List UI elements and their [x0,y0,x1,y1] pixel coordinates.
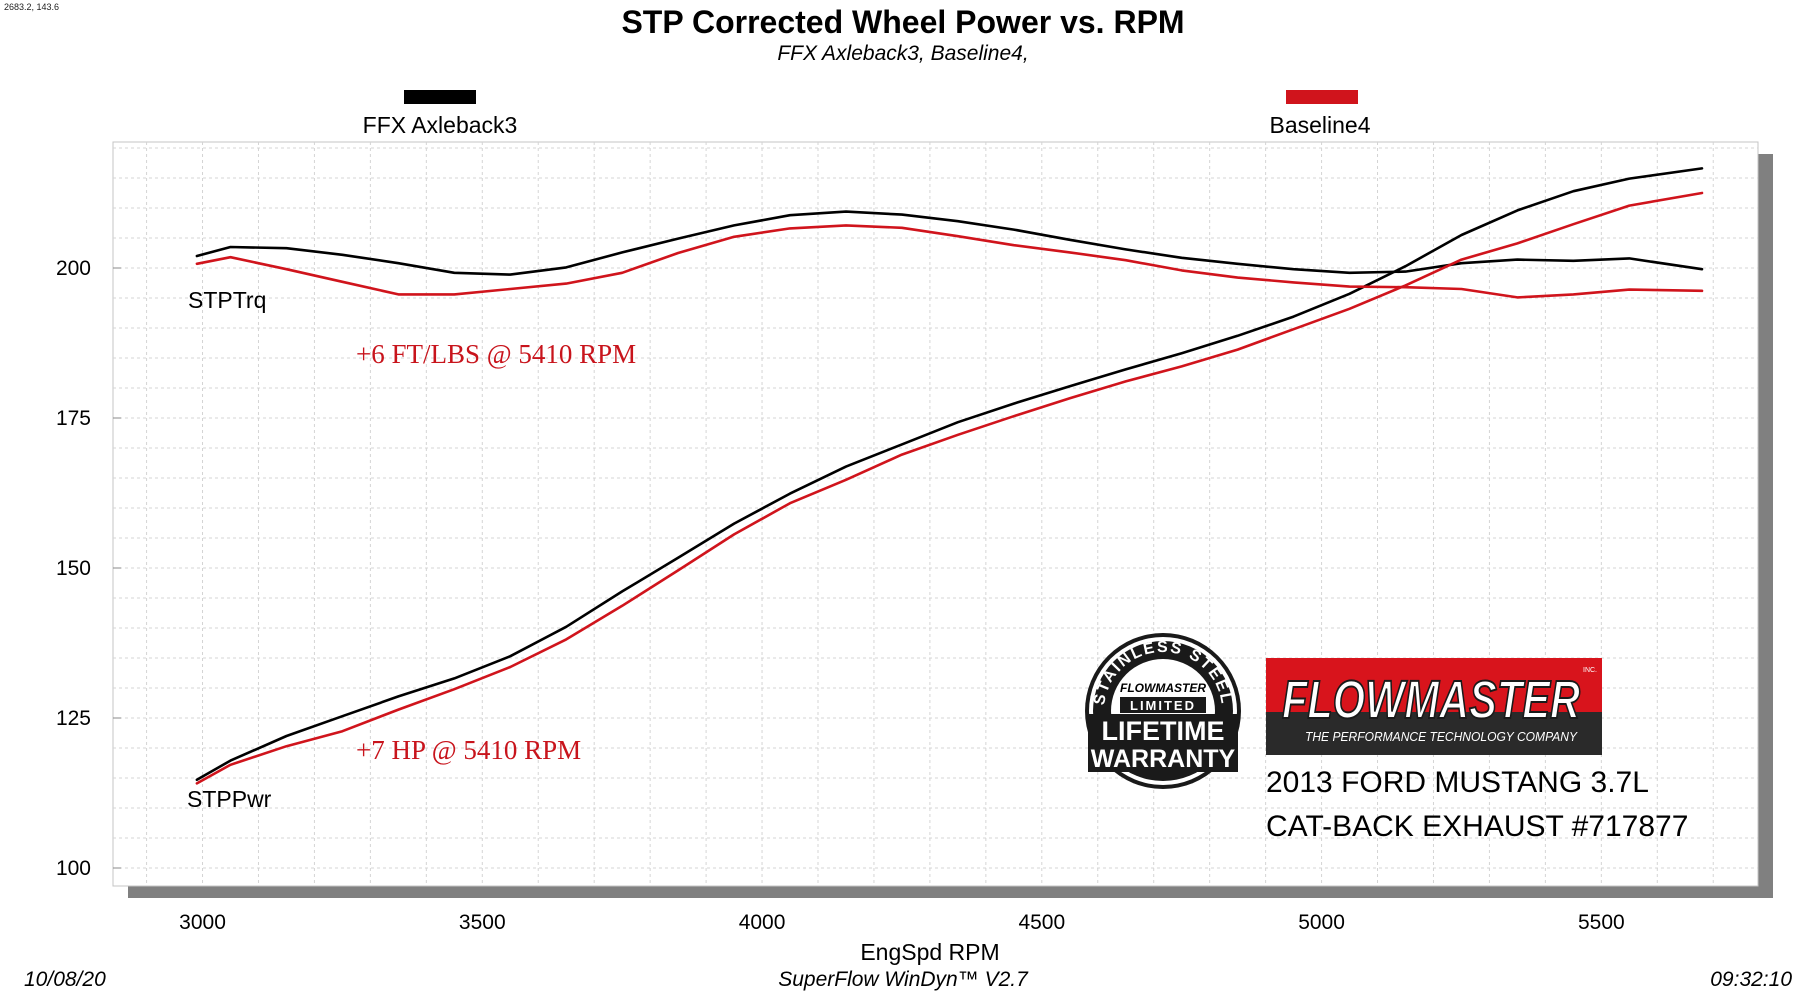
footer-software: SuperFlow WinDyn™ V2.7 [778,968,1028,991]
y-axis: 100 125 150 175 200 [56,257,121,880]
series-lines [195,167,1704,785]
plot-area[interactable] [112,141,1759,887]
warranty-badge-logo: STAINLESS STEEL FLOWMASTER LIMITED LIFET… [1085,633,1241,789]
flowmaster-wordmark: FLOWMASTER [1282,670,1580,730]
legend-label-baseline: Baseline4 [1269,112,1370,138]
footer-date: 10/08/20 [24,968,106,991]
cursor-readout: 2683.2, 143.6 [4,2,60,12]
ffx-axleback3-power-line [195,167,1704,782]
chart-subtitle: FFX Axleback3, Baseline4, [777,42,1029,65]
y-tick-label: 125 [56,707,91,730]
flowmaster-logo: FLOWMASTER INC. THE PERFORMANCE TECHNOLO… [1266,658,1602,755]
footer-time: 09:32:10 [1710,968,1792,991]
legend-swatch-baseline [1286,90,1358,104]
vehicle-model: 2013 FORD MUSTANG 3.7L [1266,766,1649,799]
warranty-brand: FLOWMASTER [1120,681,1206,695]
legend-swatch-ffx [404,90,476,104]
y-tick-label: 175 [56,407,91,430]
warranty-limited: LIMITED [1130,698,1196,713]
ffx-axleback3-torque-line [195,210,1704,276]
baseline4-torque-line [195,224,1704,299]
power-gain-annotation: +7 HP @ 5410 RPM [356,735,581,765]
x-axis-label: EngSpd RPM [860,939,999,965]
x-tick-label: 3000 [179,911,226,934]
x-tick-label: 4000 [739,911,786,934]
flowmaster-tagline: THE PERFORMANCE TECHNOLOGY COMPANY [1305,729,1578,744]
torque-curve-label: STPTrq [188,287,266,313]
warranty-line-lifetime: LIFETIME [1102,716,1225,746]
x-tick-label: 5500 [1578,911,1625,934]
torque-gain-annotation: +6 FT/LBS @ 5410 RPM [356,339,636,369]
x-tick-label: 3500 [459,911,506,934]
legend-label-ffx: FFX Axleback3 [363,112,518,138]
y-tick-label: 200 [56,257,91,280]
power-curve-label: STPPwr [187,786,272,812]
x-tick-label: 5000 [1298,911,1345,934]
x-tick-label: 4500 [1018,911,1065,934]
legend: FFX Axleback3 Baseline4 [363,90,1371,138]
y-tick-label: 150 [56,557,91,580]
chart-title: STP Corrected Wheel Power vs. RPM [621,4,1185,40]
x-axis: 3000 3500 4000 4500 5000 5500 [179,911,1625,934]
baseline4-power-line [195,191,1704,785]
product-part-number: CAT-BACK EXHAUST #717877 [1266,810,1688,843]
y-tick-label: 100 [56,857,91,880]
warranty-line-warranty: WARRANTY [1091,745,1236,773]
flowmaster-inc: INC. [1583,667,1597,674]
